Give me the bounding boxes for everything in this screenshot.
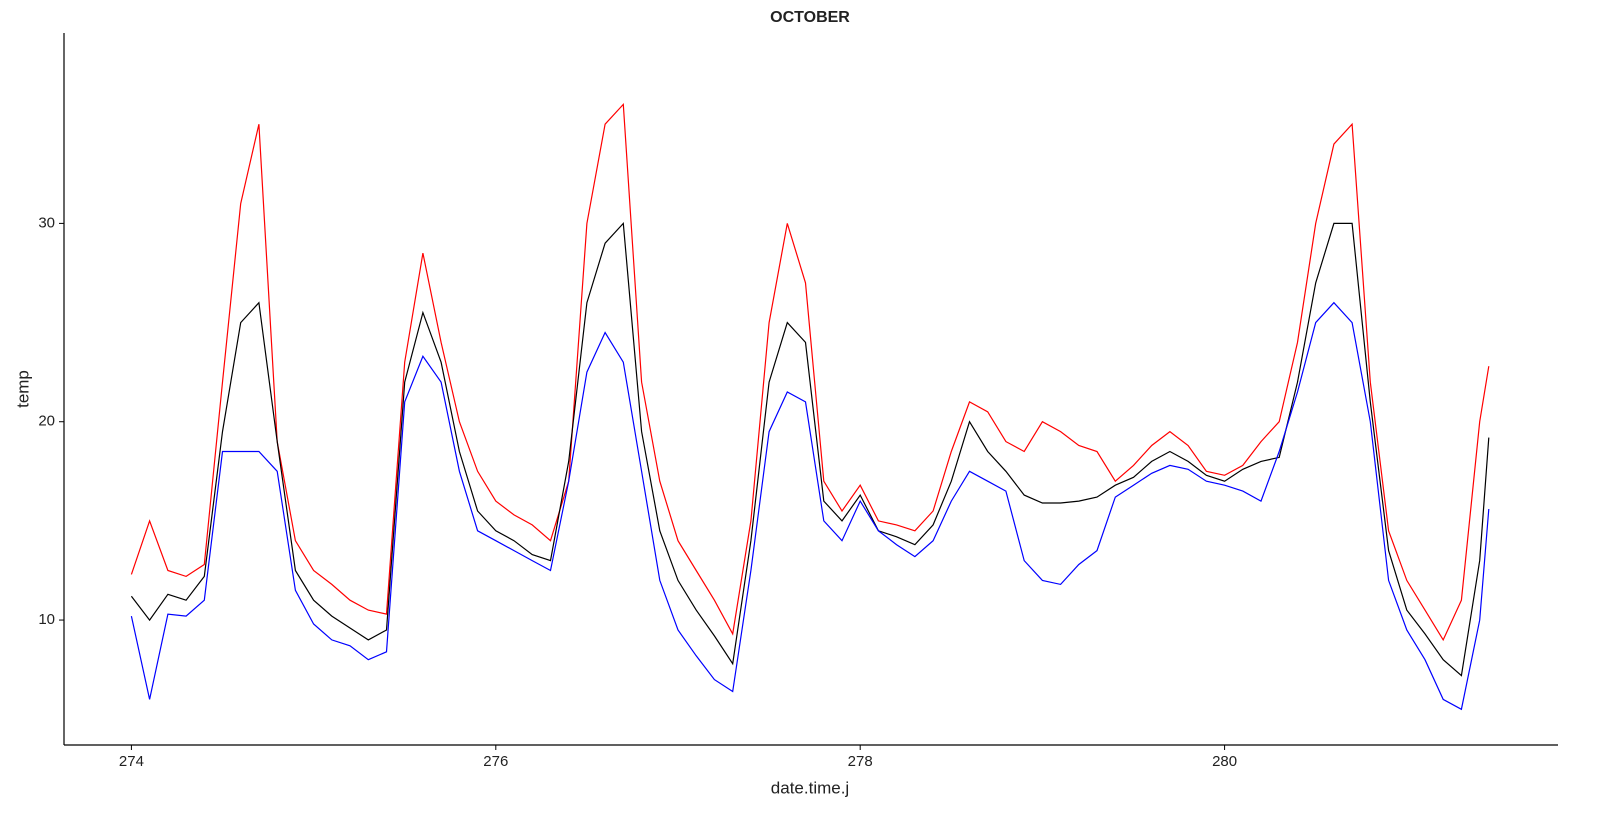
x-tick-label: 280: [1212, 753, 1237, 770]
x-tick-label: 278: [848, 753, 873, 770]
series-line: [130, 221, 1490, 677]
series-line: [130, 102, 1490, 642]
series-line: [130, 301, 1490, 711]
y-tick-label: 30: [38, 214, 55, 231]
y-tick-label: 10: [38, 611, 55, 628]
x-tick-label: 274: [119, 753, 144, 770]
x-axis-title: date.time.j: [771, 778, 849, 797]
x-tick-label: 276: [483, 753, 508, 770]
y-axis-title: temp: [13, 370, 32, 408]
y-tick-label: 20: [38, 413, 55, 430]
chart-title: OCTOBER: [770, 9, 850, 26]
